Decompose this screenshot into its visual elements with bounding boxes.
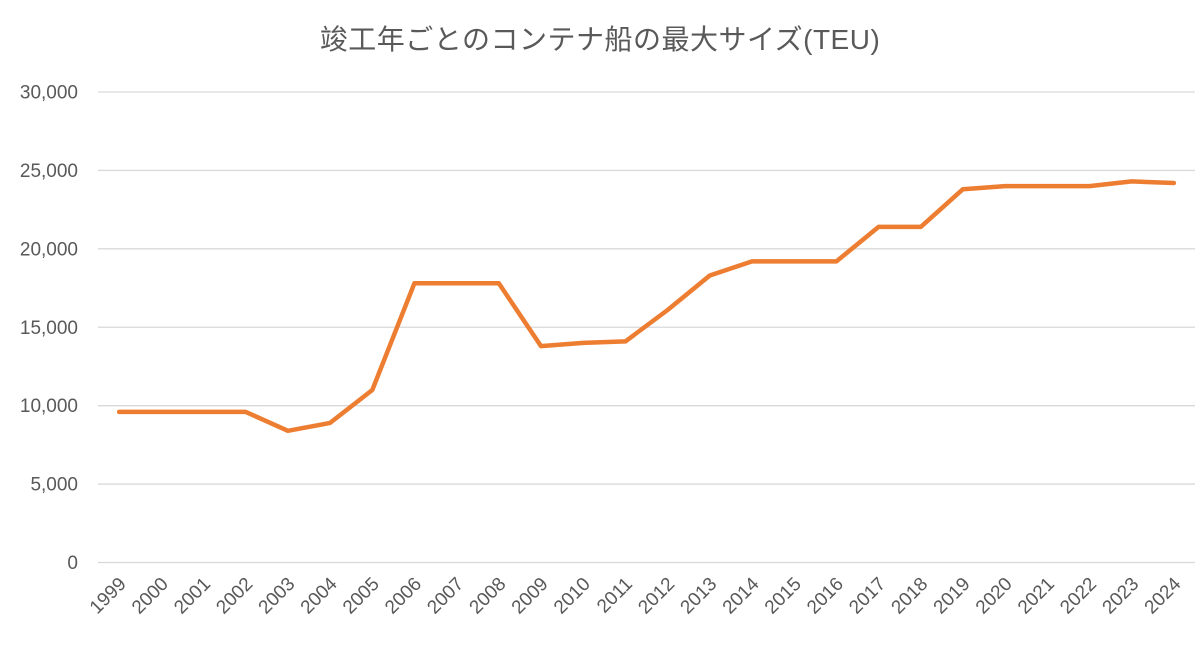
- y-axis-tick-label: 30,000: [20, 83, 78, 104]
- y-axis-tick-label: 25,000: [20, 161, 78, 182]
- data-series-group: [116, 179, 1177, 434]
- x-axis-tick-label: 2017: [845, 574, 890, 619]
- gridlines-group: [98, 91, 1195, 564]
- x-axis-tick-label: 2001: [170, 574, 215, 619]
- x-axis-tick-label: 2012: [634, 574, 679, 619]
- y-axis-tick-label: 20,000: [20, 239, 78, 260]
- x-axis-tick-label: 2007: [423, 574, 468, 619]
- x-axis-tick-label: 2003: [255, 574, 300, 619]
- x-axis-tick-label: 2016: [803, 574, 848, 619]
- x-axis-tick-label: 2022: [1056, 574, 1101, 619]
- x-axis-tick-label: 2013: [677, 574, 722, 619]
- y-axis-tick-label: 5,000: [30, 475, 78, 496]
- x-axis-tick-label: 2014: [719, 573, 764, 618]
- y-axis-tick-label: 15,000: [20, 318, 78, 339]
- data-line-max-teu: [116, 179, 1177, 434]
- x-axis-tick-label: 2005: [339, 574, 384, 619]
- x-axis-tick-label: 2015: [761, 574, 806, 619]
- x-axis-tick-label: 2020: [972, 574, 1017, 619]
- x-axis-tick-label: 2024: [1141, 573, 1186, 618]
- x-axis-tick-label: 2004: [297, 573, 342, 618]
- x-axis-tick-label: 2008: [466, 574, 511, 619]
- x-axis-tick-label: 2010: [550, 574, 595, 619]
- y-axis-tick-label: 10,000: [20, 396, 78, 417]
- x-axis-tick-label: 2021: [1014, 574, 1059, 619]
- x-axis-tick-label: 2011: [593, 574, 637, 618]
- x-axis-tick-label: 2018: [888, 574, 933, 619]
- x-axis-tick-label: 2006: [381, 574, 426, 619]
- y-axis-tick-label: 0: [67, 553, 78, 574]
- y-axis-tick-labels-group: 0 5,000 10,000 15,000 20,000 25,000 30,000: [20, 83, 78, 575]
- x-axis-tick-labels-group: 1999200020012002200320042005200620072008…: [86, 573, 1186, 618]
- x-axis-tick-label: 2009: [508, 574, 553, 619]
- x-axis-tick-label: 2000: [128, 574, 173, 619]
- chart-title: 竣工年ごとのコンテナ船の最大サイズ(TEU): [319, 24, 881, 55]
- x-axis-tick-label: 2023: [1099, 574, 1144, 619]
- x-axis-tick-label: 2019: [930, 574, 975, 619]
- x-axis-tick-label: 2002: [212, 574, 257, 619]
- x-axis-tick-label: 1999: [86, 574, 131, 619]
